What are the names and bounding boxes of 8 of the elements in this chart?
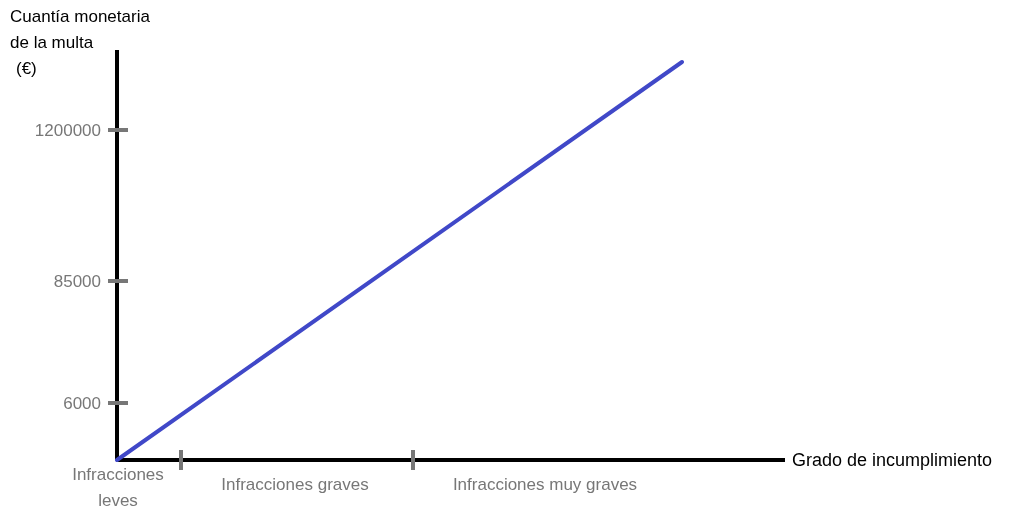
text: Infracciones leves <box>72 465 164 510</box>
text: Infracciones graves <box>221 475 369 494</box>
annotation: 6000 <box>63 394 101 413</box>
text: Infracciones muy graves <box>452 475 638 494</box>
annotation: 1200000 <box>34 121 101 140</box>
annotation: 85000 <box>53 272 101 291</box>
x-axis-title: Grado de incumplimiento <box>792 450 993 470</box>
y-axis-title: Cuantía monetaria de la multa (€) <box>10 7 151 78</box>
